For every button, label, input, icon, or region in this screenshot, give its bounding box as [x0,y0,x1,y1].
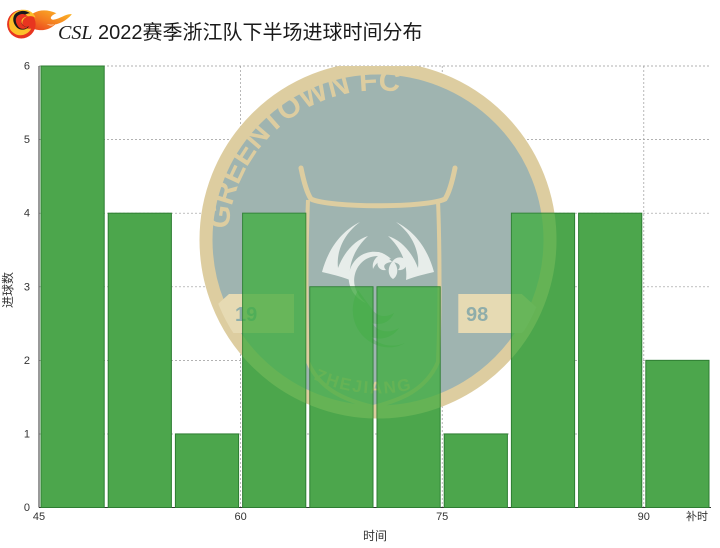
svg-text:5: 5 [24,134,30,146]
svg-text:90: 90 [638,511,650,523]
svg-text:3: 3 [24,281,30,293]
svg-text:45: 45 [33,511,45,523]
svg-text:1: 1 [24,429,30,441]
svg-text:6: 6 [24,61,30,73]
svg-text:4: 4 [24,208,30,220]
svg-text:60: 60 [234,511,246,523]
svg-text:98: 98 [466,304,488,326]
svg-text:进球数: 进球数 [0,272,15,308]
svg-text:补时: 补时 [686,510,708,523]
svg-text:2: 2 [24,355,30,367]
svg-text:0: 0 [24,502,30,514]
svg-text:时间: 时间 [363,529,387,543]
svg-text:75: 75 [436,511,448,523]
